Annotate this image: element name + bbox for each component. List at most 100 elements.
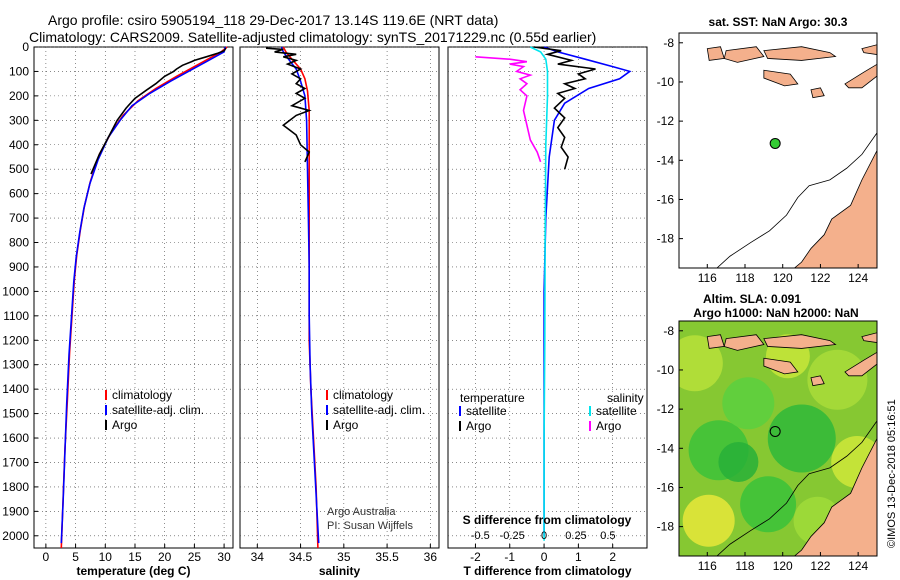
map-y-tick-label: -16 [657, 192, 675, 206]
land-island [723, 334, 765, 351]
map-y-tick-label: -10 [657, 363, 675, 377]
argo-float-marker [769, 137, 781, 149]
series-line-argo [265, 47, 312, 163]
map-bottom: 116 118 120 122 124 -8 -10 -12 -14 -16 -18 Altim. S… [657, 292, 878, 573]
series-line-salinity-argo [475, 56, 542, 163]
depth-tick-label: 1600 [2, 431, 29, 445]
land-island [723, 46, 765, 63]
x-tick-label: 34 [251, 550, 265, 564]
sla-anomaly-patch [682, 494, 735, 547]
map-y-tick-label: -12 [657, 402, 675, 416]
map-x-tick-label: 120 [773, 559, 793, 573]
x-axis-label-differences: T difference from climatology [463, 564, 631, 578]
land-island [810, 87, 825, 99]
map-x-tick-label: 116 [698, 559, 717, 573]
sla-anomaly-patch [767, 404, 836, 473]
depth-tick-label: 1200 [2, 333, 29, 347]
legend-entry: Argo [466, 419, 492, 433]
s-tick-label: 0 [541, 530, 547, 542]
depth-tick-label: 1500 [2, 407, 29, 421]
x-tick-label: 2 [609, 550, 616, 564]
depth-tick-label: 1300 [2, 358, 29, 372]
map-x-tick-label: 124 [848, 559, 868, 573]
series-line-temperature-argo [533, 46, 596, 170]
land-island [763, 69, 799, 87]
x-tick-label: 15 [128, 550, 142, 564]
sla-anomaly-patch [718, 442, 759, 482]
sla-anomaly-patch [807, 349, 868, 410]
depth-tick-label: 300 [9, 113, 29, 127]
map-y-tick-label: -12 [657, 114, 675, 128]
credit-text: Argo Australia PI: Susan Wijffels [327, 505, 413, 533]
depth-tick-label: 1700 [2, 455, 29, 469]
depth-tick-label: 2000 [2, 529, 29, 543]
x-tick-label: 35 [337, 550, 351, 564]
s-tick-label: 0.5 [600, 530, 615, 542]
argo-float-marker [769, 425, 781, 437]
credit-line-1: Argo Australia [327, 506, 396, 518]
depth-tick-label: 1800 [2, 480, 29, 494]
legend-entry: Argo [112, 418, 138, 432]
legend-entry: satellite-adj. clim. [112, 403, 204, 417]
land-island [861, 332, 877, 343]
map-frame-bottom [678, 320, 878, 557]
land-island [763, 46, 837, 61]
map-y-tick-label: -10 [657, 75, 675, 89]
depth-tick-label: 1900 [2, 504, 29, 518]
x-tick-label: 35.5 [375, 550, 399, 564]
land-island [706, 46, 725, 61]
title-line-2: Climatology: CARS2009. Satellite-adjuste… [29, 29, 597, 45]
series-line-salinity-satellite [529, 46, 549, 541]
map-x-tick-label: 118 [735, 271, 754, 285]
x-tick-label: 5 [72, 550, 79, 564]
land-island [844, 63, 877, 89]
land-australia [793, 438, 877, 556]
map-y-tick-label: -8 [663, 324, 674, 338]
map-y-tick-label: -8 [663, 36, 674, 50]
land-island [844, 351, 877, 377]
depth-tick-label: 0 [22, 40, 29, 54]
x-tick-label: 0 [43, 550, 50, 564]
isobath-line [716, 420, 877, 556]
map-title-sla: Altim. SLA: 0.091 [703, 292, 801, 306]
s-tick-label: -0.5 [471, 530, 490, 542]
legend-entry: climatology [333, 388, 393, 402]
depth-tick-label: 1000 [2, 284, 29, 298]
map-y-tick-label: -14 [657, 153, 675, 167]
depth-tick-label: 700 [9, 211, 29, 225]
map-y-tick-label: -18 [657, 232, 675, 246]
legend-header-temperature: temperature [460, 391, 525, 405]
series-line-argo [90, 47, 227, 175]
series-line-satellite-adj-clim- [280, 46, 320, 544]
land-island [763, 334, 837, 349]
sla-anomaly-patch [722, 377, 775, 430]
map-content [679, 321, 877, 556]
map-x-tick-label: 116 [698, 271, 717, 285]
depth-tick-label: 1100 [3, 309, 29, 323]
land-island [861, 44, 877, 55]
credit-line-2: PI: Susan Wijffels [327, 520, 413, 532]
imos-stamp: ©IMOS 13-Dec-2018 05:16:51 [886, 399, 898, 548]
x-tick-label: 10 [99, 550, 113, 564]
x-tick-label: -2 [470, 550, 481, 564]
land-island [810, 375, 825, 387]
depth-tick-label: 100 [9, 64, 29, 78]
depth-tick-label: 1400 [2, 382, 29, 396]
map-x-tick-label: 118 [735, 559, 754, 573]
x-tick-label: 20 [158, 550, 172, 564]
legend-entry: satellite [596, 404, 637, 418]
x-axis-label-s-difference: S difference from climatology [463, 513, 632, 527]
land-australia [793, 150, 877, 268]
map-x-tick-label: 122 [810, 559, 830, 573]
depth-tick-label: 400 [9, 138, 29, 152]
panel-frame-differences [447, 46, 648, 549]
x-axis-label-salinity: salinity [319, 564, 361, 578]
legend-header-salinity: salinity [607, 391, 644, 405]
map-y-tick-label: -16 [657, 480, 675, 494]
legend-entry: satellite [466, 404, 507, 418]
map-content [706, 44, 877, 268]
depth-tick-label: 900 [9, 260, 29, 274]
x-tick-label: 34.5 [289, 550, 313, 564]
panel-temperature: 0 5 10 15 20 25 30 temperature (deg C) climatolo… [33, 46, 234, 578]
